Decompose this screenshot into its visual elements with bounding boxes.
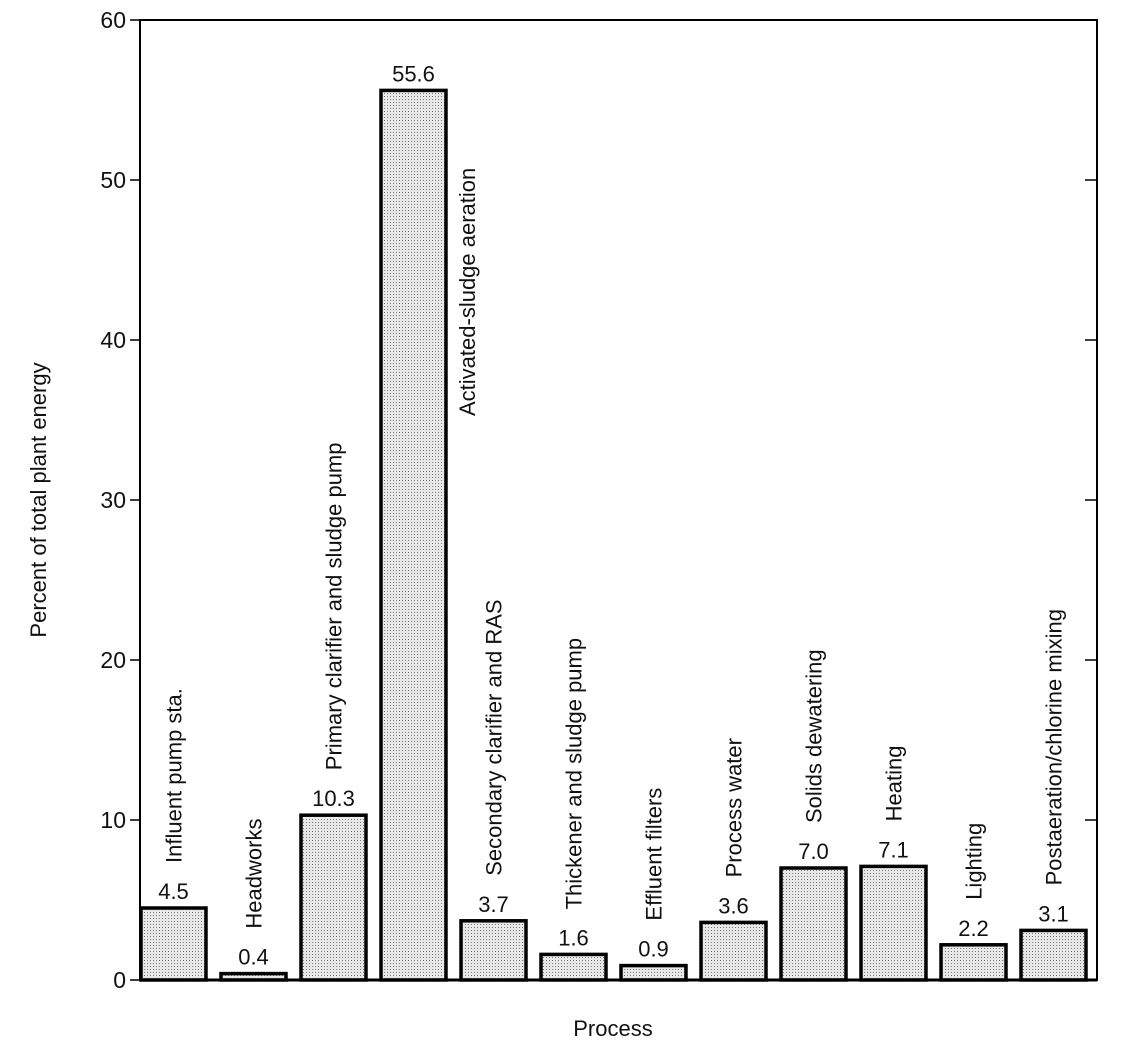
category-label: Solids dewatering: [802, 649, 827, 823]
bar: [779, 866, 848, 982]
category-label: Process water: [722, 738, 747, 877]
value-label: 7.0: [798, 839, 829, 864]
bars: [139, 88, 1088, 982]
bar: [539, 952, 608, 982]
category-label: Effluent filters: [642, 788, 667, 921]
bar: [459, 919, 528, 982]
value-label: 3.6: [718, 893, 749, 918]
value-label: 2.2: [958, 916, 989, 941]
y-tick-label: 30: [100, 487, 126, 513]
bar: [619, 963, 688, 982]
value-label: 1.6: [558, 925, 589, 950]
plot-frame: [139, 19, 1098, 981]
value-label: 0.4: [238, 945, 269, 970]
y-tick-label: 40: [100, 327, 126, 353]
value-label: 3.1: [1038, 901, 1069, 926]
bar: [939, 943, 1008, 982]
category-label: Heating: [882, 746, 907, 822]
y-tick-label: 0: [113, 967, 126, 993]
value-label: 10.3: [312, 786, 355, 811]
category-label: Postaeration/chlorine mixing: [1042, 609, 1067, 885]
value-label: 55.6: [392, 61, 435, 86]
y-tick-label: 20: [100, 647, 126, 673]
bar: [299, 813, 368, 982]
y-axis-label: Percent of total plant energy: [26, 362, 51, 637]
bar: [699, 920, 768, 982]
y-tick-label: 50: [100, 167, 126, 193]
y-tick-label: 60: [100, 7, 126, 33]
category-label: Thickener and sludge pump: [562, 638, 587, 910]
bar: [1019, 928, 1088, 982]
value-label: 4.5: [158, 879, 189, 904]
category-label: Influent pump sta.: [162, 688, 187, 863]
category-label: Primary clarifier and sludge pump: [322, 442, 347, 770]
category-label: Headworks: [242, 819, 267, 929]
axes: 0 10 20 30 40 50 60: [100, 7, 1098, 993]
value-label: 7.1: [878, 837, 909, 862]
bar: [379, 88, 448, 982]
value-label: 3.7: [478, 892, 509, 917]
category-label: Activated-sludge aeration: [455, 168, 480, 416]
y-tick-label: 10: [100, 807, 126, 833]
bar: [859, 864, 928, 982]
category-label: Secondary clarifier and RAS: [482, 599, 507, 875]
category-label: Lighting: [962, 823, 987, 900]
value-label: 0.9: [638, 937, 669, 962]
bar: [139, 906, 208, 982]
x-axis-label: Process: [573, 1016, 652, 1041]
labels: 4.5 Influent pump sta. 0.4 Headworks 10.3 Pri…: [158, 61, 1069, 969]
bar: [219, 971, 288, 982]
